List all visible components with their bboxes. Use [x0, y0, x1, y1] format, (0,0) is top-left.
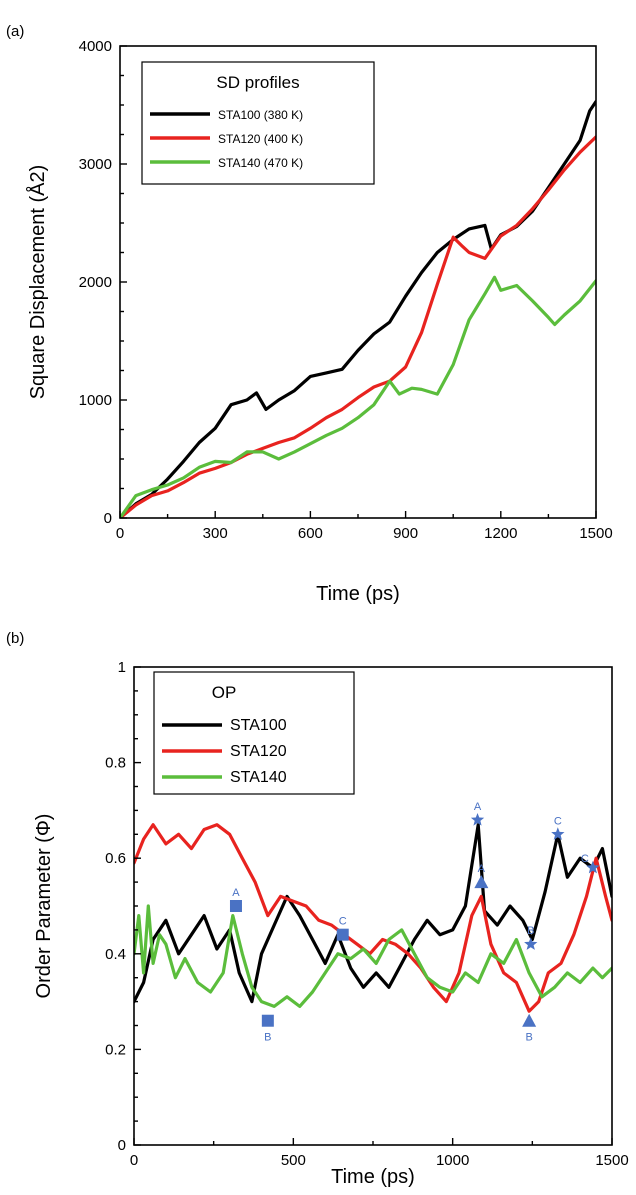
legend-entry-label: STA140 (470 K) [218, 156, 303, 170]
x-tick-label: 600 [298, 525, 323, 542]
panel-a-plot-area [120, 99, 596, 518]
panel-b-axes: 0 500 1000 1500 0 0.2 0.4 0.6 0.8 1 [105, 659, 629, 1169]
marker-label: B [525, 1032, 532, 1044]
triangle-marker [474, 875, 489, 889]
x-tick-label: 1500 [579, 525, 612, 542]
y-tick-label: 0.2 [105, 1041, 126, 1058]
legend-entry-label: STA100 (380 K) [218, 108, 303, 122]
square-marker [336, 928, 349, 941]
series-line-sta120 [134, 823, 612, 1013]
x-tick-label: 0 [116, 525, 124, 542]
panel-a-axes: 0 300 600 900 1200 1500 0 1000 2000 3000 4000 [79, 38, 613, 542]
marker-label: B [527, 925, 534, 937]
y-tick-label: 0.4 [105, 946, 126, 963]
y-tick-label: 1 [118, 659, 126, 676]
marker-label: A [478, 863, 486, 875]
y-tick-label: 0.6 [105, 850, 126, 867]
panel-a-y-axis-title: Square Displacement (Å2) [26, 165, 49, 400]
x-tick-label: 1000 [436, 1152, 469, 1169]
star-marker [586, 860, 600, 874]
marker-label: B [264, 1032, 271, 1044]
panel-b-label: (b) [6, 630, 24, 647]
legend-entry-label: STA100 [230, 717, 287, 734]
y-tick-label: 0 [104, 510, 112, 527]
panel-a-legend: SD profiles STA100 (380 K) STA120 (400 K) S… [141, 61, 375, 185]
y-tick-label: 0.8 [105, 755, 126, 772]
x-tick-label: 0 [130, 1152, 138, 1169]
y-tick-label: 1000 [79, 392, 112, 409]
square-marker [229, 900, 242, 912]
marker-label: A [474, 801, 482, 813]
legend-title: SD profiles [216, 73, 299, 92]
y-tick-label: 0 [118, 1137, 126, 1154]
legend-entry-label: STA120 (400 K) [218, 132, 303, 146]
panel-a-x-axis-title: Time (ps) [316, 583, 400, 605]
triangle-marker [522, 1013, 537, 1027]
star-marker [524, 937, 538, 950]
y-tick-label: 3000 [79, 156, 112, 173]
series-line-sta140 [134, 904, 612, 1008]
legend-box [153, 671, 355, 795]
x-tick-label: 500 [281, 1152, 306, 1169]
panel-b-legend: OP STA100 STA120 STA140 [153, 671, 355, 795]
panel-a-chart: (a) 0 300 600 900 1200 150001000200030004000 … [6, 23, 613, 605]
series-line-sta120 [120, 135, 596, 518]
y-tick-label: 4000 [79, 38, 112, 55]
panel-b-chart: (b) A B C A A B B C C 0 500 1000 1500 0 0.2 0.4 0.6 0.8 1… [6, 630, 629, 1188]
panel-b-plot-area: A B C A A B B C C [134, 801, 612, 1044]
series-line-sta100 [134, 823, 612, 1004]
series-line-sta140 [120, 275, 596, 518]
legend-title: OP [212, 683, 237, 702]
x-tick-label: 1500 [595, 1152, 628, 1169]
legend-entry-label: STA120 [230, 743, 287, 760]
marker-label: C [339, 916, 347, 928]
x-tick-label: 300 [203, 525, 228, 542]
panel-b-x-axis-title: Time (ps) [331, 1166, 415, 1188]
panel-b-y-axis-title: Order Parameter (Φ) [33, 814, 55, 999]
x-tick-label: 900 [393, 525, 418, 542]
square-marker [261, 1014, 274, 1027]
star-marker [551, 827, 565, 840]
marker-label: A [232, 887, 240, 899]
panel-a-label: (a) [6, 23, 24, 40]
star-marker [470, 813, 485, 826]
y-tick-label: 2000 [79, 274, 112, 291]
marker-label: C [554, 815, 562, 827]
marker-label: C [581, 853, 589, 865]
x-tick-label: 1200 [484, 525, 517, 542]
legend-entry-label: STA140 [230, 769, 287, 786]
